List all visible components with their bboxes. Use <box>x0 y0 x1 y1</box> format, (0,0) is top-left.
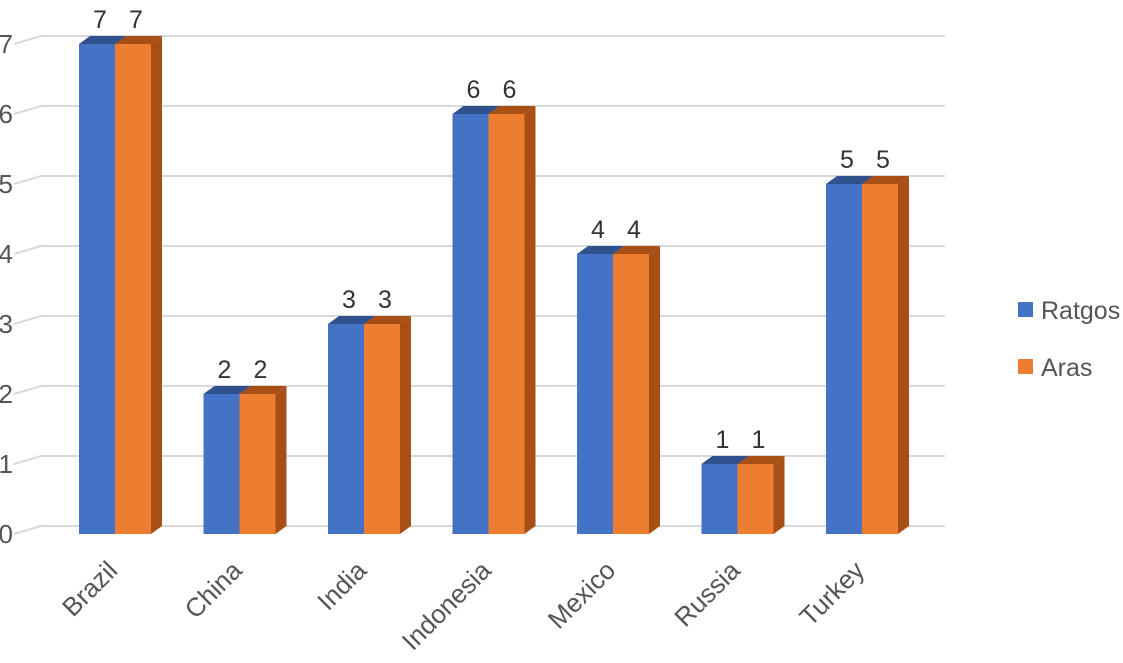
x-tick-label: Mexico <box>542 555 621 634</box>
bar-aras <box>613 246 660 534</box>
data-labels: 7 7 2 2 3 3 6 6 4 4 1 1 5 5 <box>93 6 890 454</box>
bar-top <box>203 386 251 394</box>
bar-top <box>577 246 624 254</box>
bar-top <box>701 456 749 464</box>
gridline <box>13 175 945 185</box>
data-label: 2 <box>254 356 268 384</box>
y-tick-label: 7 <box>0 29 13 59</box>
bar-front <box>364 324 400 534</box>
x-tick-label: China <box>178 555 248 625</box>
bar-top <box>613 246 660 254</box>
bar-top <box>239 386 287 394</box>
bar-front <box>79 44 115 534</box>
bar-front <box>862 184 898 534</box>
legend-label: Ratgos <box>1041 297 1120 325</box>
data-label: 3 <box>378 286 392 314</box>
data-label: 4 <box>591 216 605 244</box>
x-tick-label: Turkey <box>794 555 871 632</box>
y-axis: 0 1 2 3 4 5 6 7 <box>0 29 13 549</box>
bar-front <box>737 464 774 534</box>
data-label: 1 <box>752 426 766 454</box>
bar-top <box>452 106 500 114</box>
y-tick-label: 4 <box>0 239 13 269</box>
bar-side <box>773 456 785 534</box>
bar-side <box>898 176 909 534</box>
bar-front <box>115 44 151 534</box>
bar-front <box>613 254 649 534</box>
data-label: 6 <box>467 76 481 104</box>
data-label: 7 <box>93 6 107 34</box>
legend-swatch <box>1018 359 1033 374</box>
bar-front <box>701 464 738 534</box>
bar-side <box>275 386 287 534</box>
bar-top <box>364 316 411 324</box>
y-tick-label: 6 <box>0 99 13 129</box>
y-tick-label: 0 <box>0 519 13 549</box>
bar-top <box>826 176 873 184</box>
data-label: 2 <box>218 356 232 384</box>
data-label: 3 <box>342 286 356 314</box>
legend-swatch <box>1018 302 1033 317</box>
bar-aras <box>239 386 287 534</box>
gridlines <box>13 35 945 535</box>
y-tick-label: 3 <box>0 309 13 339</box>
bar-front <box>452 114 489 534</box>
bar-top <box>488 106 536 114</box>
bar-side <box>649 246 660 534</box>
bars <box>79 36 909 534</box>
bar-top <box>79 36 126 44</box>
bar-top <box>328 316 375 324</box>
bar-front <box>826 184 862 534</box>
data-label: 5 <box>840 146 854 174</box>
bar-top <box>115 36 162 44</box>
y-tick-label: 5 <box>0 169 13 199</box>
data-label: 1 <box>716 426 730 454</box>
y-tick-label: 1 <box>0 449 13 479</box>
legend: Ratgos Aras <box>1018 297 1120 382</box>
data-label: 4 <box>627 216 641 244</box>
bar-front <box>203 394 240 534</box>
data-label: 6 <box>503 76 517 104</box>
bar-side <box>524 106 536 534</box>
data-label: 5 <box>876 146 890 174</box>
legend-item-aras: Aras <box>1018 354 1092 382</box>
x-axis: Brazil China India Indonesia Mexico Russia Tur… <box>56 555 870 656</box>
bar-aras <box>737 456 785 534</box>
bar-aras <box>862 176 909 534</box>
bar-aras <box>488 106 536 534</box>
bar-front <box>328 324 364 534</box>
x-tick-label: India <box>311 555 372 616</box>
gridline <box>13 105 945 115</box>
bar-side <box>151 36 162 534</box>
x-tick-label: Brazil <box>56 555 123 622</box>
legend-item-ratgos: Ratgos <box>1018 297 1120 325</box>
x-tick-label: Russia <box>668 555 746 633</box>
bar-top <box>737 456 785 464</box>
bar-side <box>400 316 411 534</box>
data-label: 7 <box>129 6 143 34</box>
gridline <box>13 35 945 45</box>
bar-aras <box>364 316 411 534</box>
bar-front <box>577 254 613 534</box>
y-tick-label: 2 <box>0 379 13 409</box>
legend-label: Aras <box>1041 354 1092 382</box>
bar-aras <box>115 36 162 534</box>
bar-top <box>862 176 909 184</box>
bar-front <box>488 114 525 534</box>
x-tick-label: Indonesia <box>396 555 497 656</box>
bar-front <box>239 394 276 534</box>
